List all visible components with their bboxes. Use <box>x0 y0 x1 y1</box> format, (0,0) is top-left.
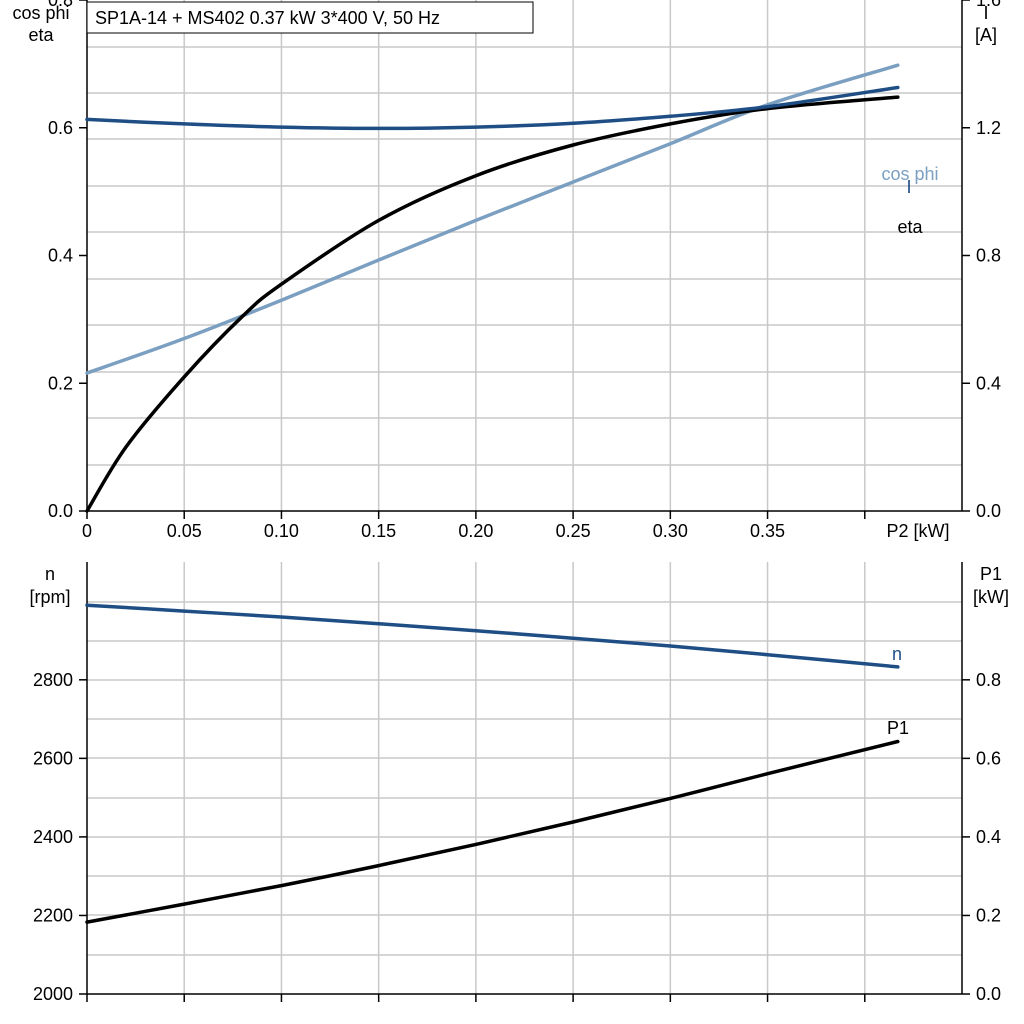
top-right-axis-label-line1: I <box>983 3 988 23</box>
x-tick-label: 0.30 <box>653 521 688 541</box>
top-left-axis-label-line2: eta <box>28 25 54 45</box>
series-label-n: n <box>892 644 902 664</box>
top-right-axis-label-line2: [A] <box>975 25 997 45</box>
bottom-right-axis-label-line1: P1 <box>980 564 1002 584</box>
chart-title: SP1A-14 + MS402 0.37 kW 3*400 V, 50 Hz <box>95 8 440 28</box>
top-left-axis-label-line1: cos phi <box>12 3 69 23</box>
right-tick-label: 0.2 <box>976 905 1001 925</box>
left-tick-label: 0.0 <box>48 501 73 521</box>
series-label-i: I <box>906 177 911 197</box>
right-tick-label: 0.8 <box>976 670 1001 690</box>
bottom-left-axis-label-line2: [rpm] <box>29 587 70 607</box>
right-tick-label: 0.4 <box>976 827 1001 847</box>
top-panel-ticks: 0.0 0.2 0.4 0.6 0.8 0.0 0.4 0.8 1.2 1.6 0 0.05 0.10 0… <box>48 0 1001 541</box>
right-tick-label: 1.6 <box>976 0 1001 10</box>
series-label-eta: eta <box>897 217 923 237</box>
top-panel-grid <box>87 0 962 511</box>
right-tick-label: 0.4 <box>976 373 1001 393</box>
series-line-eta <box>85 95 900 513</box>
right-tick-label: 0.8 <box>976 246 1001 266</box>
series-line-i <box>85 85 900 131</box>
bottom-panel-grid <box>87 562 962 994</box>
left-tick-label: 2200 <box>33 905 73 925</box>
series-label-p1: P1 <box>887 718 909 738</box>
bottom-left-axis-label-line1: n <box>45 564 55 584</box>
right-tick-label: 0.6 <box>976 748 1001 768</box>
x-tick-label: 0.15 <box>361 521 396 541</box>
x-tick-label: 0.05 <box>167 521 202 541</box>
right-tick-label: 0.0 <box>976 984 1001 1004</box>
bottom-panel-ticks: 2000 2200 2400 2600 2800 0.0 0.2 0.4 0.6 0.8 <box>33 670 1001 1004</box>
left-tick-label: 0.2 <box>48 373 73 393</box>
series-line-cos-phi <box>85 63 900 375</box>
x-tick-label: 0.20 <box>458 521 493 541</box>
top-x-axis-label: P2 [kW] <box>886 521 949 541</box>
left-tick-label: 0.4 <box>48 246 73 266</box>
left-tick-label: 0.6 <box>48 118 73 138</box>
series-label-cos-phi: cos phi <box>881 164 938 184</box>
right-tick-label: 0.0 <box>976 501 1001 521</box>
bottom-right-axis-label-line2: [kW] <box>973 587 1009 607</box>
bottom-panel-series <box>85 603 900 924</box>
chart-title-box <box>86 1 534 34</box>
x-tick-label: 0.25 <box>556 521 591 541</box>
left-tick-label: 2000 <box>33 984 73 1004</box>
x-tick-label: 0 <box>82 521 92 541</box>
series-line-n <box>85 603 900 669</box>
right-tick-label: 1.2 <box>976 118 1001 138</box>
left-tick-label: 2800 <box>33 670 73 690</box>
left-tick-label: 0.8 <box>48 0 73 10</box>
x-tick-label: 0.10 <box>264 521 299 541</box>
left-tick-label: 2400 <box>33 827 73 847</box>
x-tick-label: 0.35 <box>750 521 785 541</box>
top-panel-series <box>85 63 900 513</box>
left-tick-label: 2600 <box>33 748 73 768</box>
series-line-p1 <box>85 739 900 924</box>
